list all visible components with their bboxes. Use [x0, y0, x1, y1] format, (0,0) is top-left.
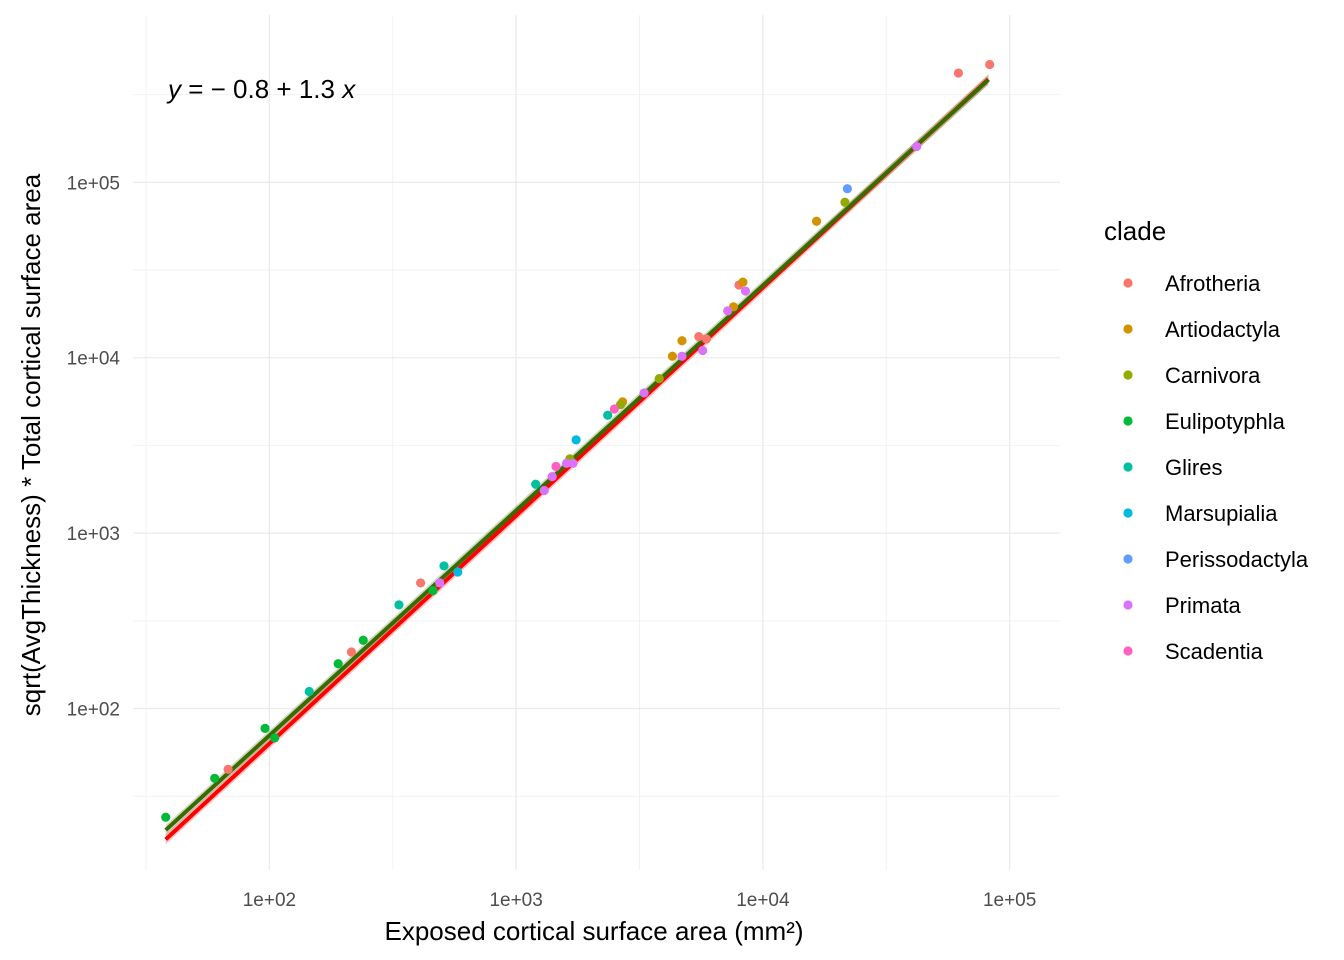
data-point [677, 336, 687, 346]
data-point [568, 458, 578, 468]
legend-label: Scadentia [1165, 639, 1264, 664]
data-point [738, 277, 748, 287]
legend: clade Afrotheria Artiodactyla Carnivora Eul… [1104, 216, 1309, 664]
data-point [571, 435, 581, 445]
data-point [667, 351, 678, 361]
data-point [609, 404, 619, 414]
data-point [840, 197, 850, 207]
data-point [223, 764, 233, 774]
data-point [723, 306, 733, 316]
data-point [428, 586, 438, 596]
data-point [551, 461, 561, 472]
data-point [333, 659, 343, 669]
data-point [435, 578, 445, 588]
equation-body: = − 0.8 + 1.3 [181, 74, 342, 104]
legend-key [1123, 554, 1133, 564]
legend-key [1123, 508, 1133, 518]
data-point [539, 485, 549, 496]
data-point [603, 410, 613, 420]
legend-label: Artiodactyla [1165, 317, 1281, 342]
data-point [842, 184, 852, 194]
y-tick-label: 1e+03 [67, 524, 120, 545]
data-points [161, 59, 995, 822]
data-point [639, 388, 649, 398]
y-tick-label: 1e+04 [67, 349, 121, 370]
data-point [698, 345, 708, 356]
legend-label: Glires [1165, 455, 1222, 480]
legend-label: Afrotheria [1165, 271, 1261, 296]
y-axis-title: sqrt(AvgThickness) * Total cortical surf… [16, 173, 46, 716]
data-point [358, 635, 368, 645]
data-point [912, 141, 922, 152]
legend-label: Carnivora [1165, 363, 1261, 388]
data-point [694, 331, 704, 342]
data-point [416, 578, 426, 588]
x-axis-title: Exposed cortical surface area (mm²) [384, 916, 803, 946]
y-tick-label: 1e+02 [67, 700, 120, 721]
x-tick-label: 1e+04 [736, 890, 790, 911]
legend-key [1123, 278, 1133, 288]
legend-key [1123, 600, 1133, 610]
legend-key [1123, 416, 1133, 426]
data-point [701, 334, 711, 344]
data-point [161, 812, 171, 822]
data-point [561, 458, 572, 468]
data-point [260, 723, 270, 734]
data-point [654, 374, 664, 384]
legend-key [1123, 646, 1133, 656]
x-tick-label: 1e+02 [243, 890, 296, 911]
fit-lines [164, 77, 990, 841]
equation-y: y [166, 74, 183, 104]
data-point [740, 286, 751, 296]
data-point [210, 773, 220, 783]
equation-x: x [340, 74, 356, 104]
legend-label: Eulipotyphla [1165, 409, 1286, 434]
data-point [953, 68, 964, 78]
fit-line [164, 78, 990, 832]
legend-label: Marsupialia [1165, 501, 1278, 526]
data-point [547, 472, 557, 482]
data-point [394, 600, 404, 610]
data-point [304, 686, 314, 697]
legend-key [1123, 370, 1133, 380]
data-point [439, 561, 449, 571]
legend-key [1123, 462, 1133, 472]
legend-label: Perissodactyla [1165, 547, 1309, 572]
data-point [531, 479, 541, 489]
regression-equation: y = − 0.8 + 1.3 x [166, 74, 356, 104]
x-axis-tick-labels: 1e+02 1e+03 1e+04 1e+05 [243, 890, 1037, 911]
legend-key [1123, 324, 1133, 334]
y-tick-label: 1e+05 [67, 173, 120, 194]
data-point [985, 59, 995, 70]
y-axis-tick-labels: 1e+02 1e+03 1e+04 1e+05 [67, 173, 121, 720]
data-point [811, 216, 822, 226]
data-point [270, 733, 280, 743]
data-point [677, 351, 687, 361]
data-point [346, 647, 357, 657]
data-point [453, 567, 463, 577]
legend-title: clade [1104, 216, 1166, 246]
grid-lines [133, 15, 1060, 870]
x-tick-label: 1e+03 [489, 890, 542, 911]
legend-label: Primata [1165, 593, 1242, 618]
x-tick-label: 1e+05 [983, 890, 1036, 911]
